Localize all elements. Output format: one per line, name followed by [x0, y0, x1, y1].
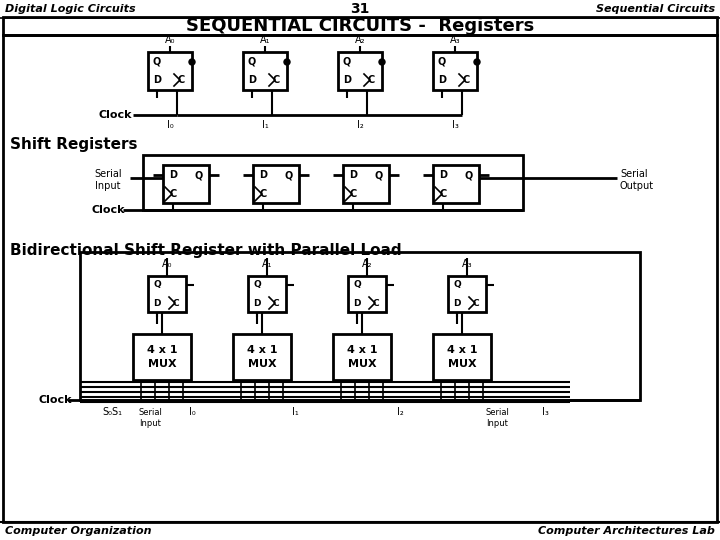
Text: Clock: Clock: [98, 110, 132, 120]
Text: Q: Q: [438, 57, 446, 67]
Text: C: C: [272, 75, 279, 85]
Text: Q: Q: [285, 170, 293, 180]
Text: Q: Q: [153, 280, 161, 289]
Bar: [343, 165, 389, 203]
Text: Q: Q: [453, 280, 461, 289]
Text: D: D: [153, 299, 161, 307]
Text: D: D: [439, 170, 447, 180]
Text: D: D: [153, 75, 161, 85]
Text: A₀: A₀: [165, 35, 175, 45]
Text: I₂: I₂: [397, 407, 403, 417]
Text: D: D: [349, 170, 357, 180]
Bar: [253, 165, 299, 203]
Text: I₁: I₁: [261, 120, 269, 130]
Text: A₃: A₃: [462, 259, 472, 269]
Text: 4 x 1: 4 x 1: [347, 345, 377, 355]
Text: D: D: [438, 75, 446, 85]
Text: Clock: Clock: [38, 395, 72, 405]
Text: I₀: I₀: [166, 120, 174, 130]
Bar: [133, 334, 191, 380]
Bar: [148, 52, 192, 90]
Text: A₁: A₁: [262, 259, 272, 269]
Text: Serial
Input: Serial Input: [94, 169, 122, 191]
Text: Q: Q: [465, 170, 473, 180]
Bar: [448, 276, 486, 312]
Text: Serial
Input: Serial Input: [485, 408, 509, 428]
Bar: [80, 252, 640, 400]
Text: Sequential Circuits: Sequential Circuits: [596, 4, 715, 14]
Text: Q: Q: [195, 170, 203, 180]
Text: D: D: [253, 299, 261, 307]
Text: C: C: [259, 189, 266, 199]
Text: C: C: [439, 189, 446, 199]
Text: 4 x 1: 4 x 1: [446, 345, 477, 355]
Text: D: D: [259, 170, 267, 180]
Text: C: C: [177, 75, 184, 85]
Text: S₀S₁: S₀S₁: [102, 407, 122, 417]
Text: C: C: [462, 75, 469, 85]
Text: 4 x 1: 4 x 1: [247, 345, 277, 355]
Text: I₃: I₃: [541, 407, 549, 417]
Text: A₂: A₂: [361, 259, 372, 269]
Bar: [348, 276, 386, 312]
Bar: [148, 276, 186, 312]
Text: D: D: [248, 75, 256, 85]
Text: MUX: MUX: [448, 359, 477, 369]
Bar: [3, 17, 717, 35]
Text: 31: 31: [351, 2, 369, 16]
Text: Q: Q: [353, 280, 361, 289]
Text: Serial
Input: Serial Input: [138, 408, 162, 428]
Bar: [248, 276, 286, 312]
Text: A₁: A₁: [260, 35, 270, 45]
Circle shape: [189, 59, 195, 65]
Text: C: C: [173, 299, 179, 307]
Text: C: C: [373, 299, 379, 307]
Bar: [433, 52, 477, 90]
Text: I₂: I₂: [356, 120, 364, 130]
Text: Serial
Output: Serial Output: [620, 169, 654, 191]
Circle shape: [379, 59, 385, 65]
Circle shape: [284, 59, 290, 65]
Bar: [333, 334, 391, 380]
Text: MUX: MUX: [348, 359, 377, 369]
Text: A₃: A₃: [450, 35, 460, 45]
Text: Computer Organization: Computer Organization: [5, 526, 151, 536]
Text: MUX: MUX: [148, 359, 176, 369]
Text: 4 x 1: 4 x 1: [147, 345, 177, 355]
Bar: [243, 52, 287, 90]
Text: C: C: [349, 189, 356, 199]
Text: Q: Q: [248, 57, 256, 67]
Text: Clock: Clock: [91, 205, 125, 215]
Text: C: C: [367, 75, 374, 85]
Text: D: D: [354, 299, 361, 307]
Bar: [143, 155, 523, 210]
Circle shape: [474, 59, 480, 65]
Bar: [163, 165, 209, 203]
Bar: [233, 334, 291, 380]
Text: C: C: [473, 299, 480, 307]
Text: MUX: MUX: [248, 359, 276, 369]
Text: I₃: I₃: [451, 120, 459, 130]
Text: Digital Logic Circuits: Digital Logic Circuits: [5, 4, 135, 14]
Text: I₀: I₀: [189, 407, 195, 417]
Text: Bidirectional Shift Register with Parallel Load: Bidirectional Shift Register with Parall…: [10, 242, 402, 258]
Text: D: D: [454, 299, 461, 307]
Text: A₀: A₀: [162, 259, 172, 269]
Text: SEQUENTIAL CIRCUITS -  Registers: SEQUENTIAL CIRCUITS - Registers: [186, 17, 534, 35]
Text: Q: Q: [375, 170, 383, 180]
Text: Shift Registers: Shift Registers: [10, 138, 138, 152]
Text: C: C: [273, 299, 279, 307]
Bar: [433, 334, 491, 380]
Text: Q: Q: [153, 57, 161, 67]
Text: A₂: A₂: [355, 35, 365, 45]
Text: Q: Q: [343, 57, 351, 67]
Bar: [433, 165, 479, 203]
Bar: [338, 52, 382, 90]
Text: Computer Architectures Lab: Computer Architectures Lab: [538, 526, 715, 536]
Text: I₁: I₁: [292, 407, 298, 417]
Text: Q: Q: [253, 280, 261, 289]
Text: C: C: [169, 189, 176, 199]
Text: D: D: [343, 75, 351, 85]
Text: D: D: [169, 170, 177, 180]
